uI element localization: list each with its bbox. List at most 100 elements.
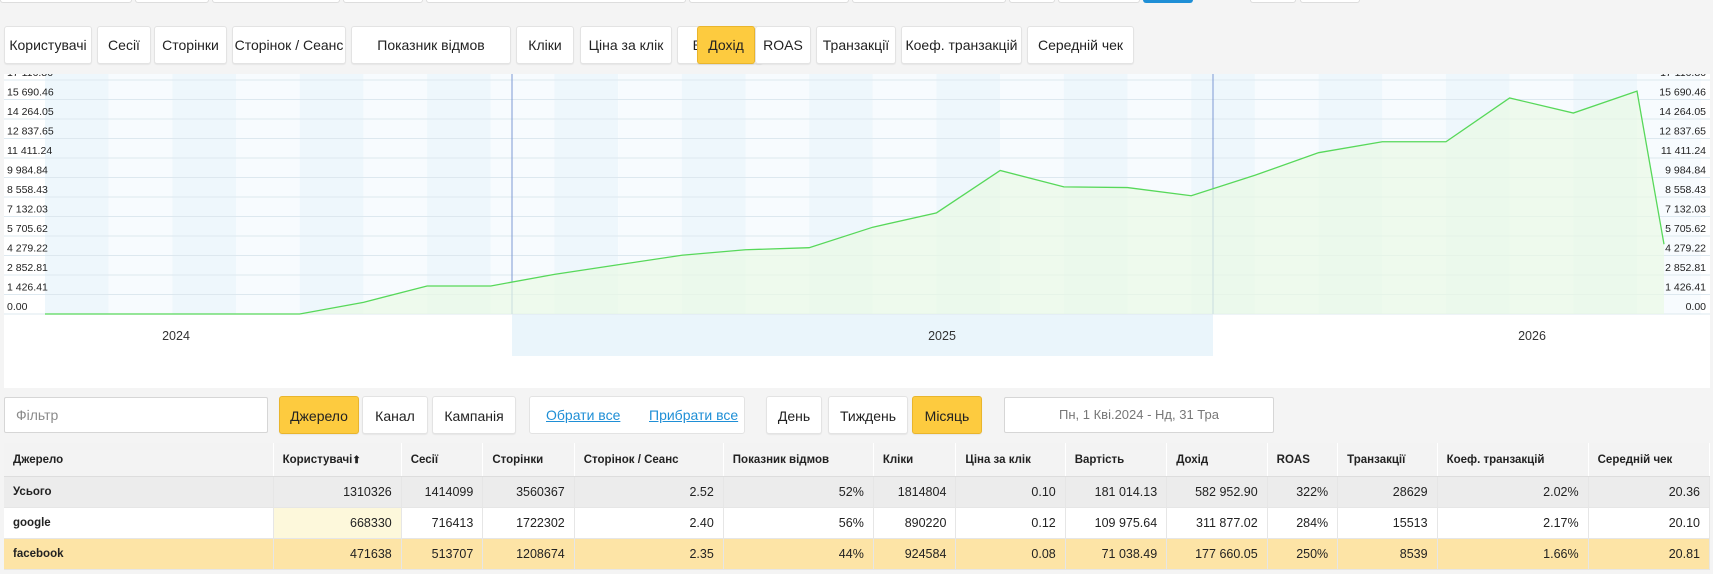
- data-table: Джерело Користувачі⬆ Сесії Сторінки Сторінок…: [4, 443, 1711, 570]
- column-header-показник-відмов[interactable]: Показник відмов: [723, 443, 874, 477]
- total-row[interactable]: Усього 1310326 1414099 3560367 2.52 52% 181480…: [4, 476, 1711, 508]
- column-header-label: Коеф. транзакцій: [1446, 453, 1545, 466]
- cell-коеф-транзакцій: 1.66%: [1437, 538, 1589, 570]
- column-header-кліки[interactable]: Кліки: [873, 443, 957, 477]
- y-tick-label-right: 4 279.22: [1665, 243, 1706, 255]
- sort-ascending-icon[interactable]: ⬆: [352, 454, 361, 466]
- tab-roas[interactable]: ROAS: [755, 26, 811, 64]
- y-tick-label-left: 17 116.86: [7, 74, 53, 79]
- period-button-день[interactable]: День: [766, 396, 822, 434]
- column-header-label: Транзакції: [1347, 453, 1406, 466]
- month-band: [490, 74, 555, 314]
- date-range-picker[interactable]: Пн, 1 Кві.2024 - Нд, 31 Тра: [1004, 397, 1274, 433]
- column-header-сторінки[interactable]: Сторінки: [482, 443, 575, 477]
- y-tick-label-right: 5 705.62: [1665, 223, 1706, 235]
- year-band-2025: [512, 314, 1213, 356]
- cell-показник-відмов: 44%: [723, 538, 874, 570]
- cell-сторінки: 1722302: [482, 507, 575, 539]
- tab-показник-відмов[interactable]: Показник відмов: [351, 26, 511, 64]
- y-tick-label-right: 12 837.65: [1659, 126, 1706, 138]
- selection-links: Обрати все Прибрати все: [529, 396, 745, 434]
- cell-сторінок-сеанс: 2.40: [574, 507, 724, 539]
- column-header-label: Середній чек: [1597, 453, 1673, 466]
- tab-сторінок-сеанс[interactable]: Сторінок / Сеанс: [232, 26, 346, 64]
- top-scroll-strip: [0, 0, 1713, 4]
- cell-середній-чек: 20.81: [1588, 538, 1711, 570]
- column-header-користувачі[interactable]: Користувачі⬆: [273, 443, 402, 477]
- y-tick-label-left: 9 984.84: [7, 165, 48, 177]
- y-tick-label-left: 5 705.62: [7, 223, 48, 235]
- cell-сторінки: 3560367: [482, 476, 575, 508]
- period-button-тиждень[interactable]: Тиждень: [828, 396, 908, 434]
- tab-дохід[interactable]: Дохід: [697, 26, 755, 64]
- y-tick-label-left: 11 411.24: [7, 145, 52, 157]
- tab-коеф-транзакцій[interactable]: Коеф. транзакцій: [901, 26, 1022, 64]
- cell-roas: 322%: [1267, 476, 1339, 508]
- y-tick-label-left: 4 279.22: [7, 243, 48, 255]
- y-tick-label-right: 1 426.41: [1665, 282, 1706, 294]
- cell-сторінки: 1208674: [482, 538, 575, 570]
- y-tick-label-right: 17 116.86: [1660, 74, 1706, 79]
- month-band: [427, 74, 491, 314]
- y-tick-label-right: 8 558.43: [1665, 184, 1706, 196]
- month-band: [45, 74, 109, 314]
- y-tick-label-left: 8 558.43: [7, 184, 48, 196]
- cell-дохід: 582 952.90: [1166, 476, 1268, 508]
- y-tick-label-left: 15 690.46: [7, 87, 54, 99]
- y-tick-label-left: 1 426.41: [7, 282, 48, 294]
- column-header-label: Джерело: [13, 453, 64, 466]
- period-button-місяць[interactable]: Місяць: [912, 396, 982, 434]
- group-button-канал[interactable]: Канал: [362, 396, 428, 434]
- column-header-сесії[interactable]: Сесії: [401, 443, 484, 477]
- table-row[interactable]: google 668330 716413 1722302 2.40 56% 890220 0.…: [4, 507, 1711, 539]
- cell-ціна-за-клік: 0.10: [955, 476, 1066, 508]
- column-header-середній-чек[interactable]: Середній чек: [1588, 443, 1711, 477]
- select-all-link[interactable]: Обрати все: [546, 407, 621, 423]
- tab-середній-чек[interactable]: Середній чек: [1027, 26, 1134, 64]
- column-header-label: Ціна за клік: [965, 453, 1031, 466]
- month-band: [299, 74, 364, 314]
- tab-сторінки[interactable]: Сторінки: [154, 26, 227, 64]
- year-label: 2026: [1518, 329, 1546, 343]
- y-tick-label-right: 14 264.05: [1659, 106, 1706, 118]
- column-header-сторінок-сеанс[interactable]: Сторінок / Сеанс: [574, 443, 724, 477]
- filter-input[interactable]: [4, 397, 268, 433]
- column-header-label: Сесії: [410, 453, 439, 466]
- cell-користувачі: 471638: [273, 538, 402, 570]
- tab-транзакції[interactable]: Транзакції: [816, 26, 896, 64]
- table-row[interactable]: facebook 471638 513707 1208674 2.35 44% 924584…: [4, 538, 1711, 570]
- cell-кліки: 890220: [873, 507, 957, 539]
- column-header-roas[interactable]: ROAS: [1267, 443, 1339, 477]
- column-header-ціна-за-клік[interactable]: Ціна за клік: [955, 443, 1066, 477]
- month-band: [236, 74, 300, 314]
- cell-сторінок-сеанс: 2.35: [574, 538, 724, 570]
- cell-дохід: 177 660.05: [1166, 538, 1268, 570]
- cell-транзакції: 8539: [1337, 538, 1438, 570]
- cell-вартість: 71 038.49: [1065, 538, 1168, 570]
- group-button-джерело[interactable]: Джерело: [279, 396, 359, 434]
- cell-вартість: 181 014.13: [1065, 476, 1168, 508]
- column-header-дохід[interactable]: Дохід: [1166, 443, 1268, 477]
- cell-транзакції: 28629: [1337, 476, 1438, 508]
- tab-користувачі[interactable]: Користувачі: [4, 26, 92, 64]
- column-header-джерело[interactable]: Джерело: [4, 443, 274, 477]
- y-tick-label-left: 7 132.03: [7, 204, 48, 216]
- remove-all-link[interactable]: Прибрати все: [649, 407, 739, 423]
- tab-сесії[interactable]: Сесії: [97, 26, 151, 64]
- y-tick-label-left: 12 837.65: [7, 126, 54, 138]
- column-header-label: Кліки: [882, 453, 914, 466]
- cell-користувачі: 1310326: [273, 476, 402, 508]
- tab-кліки[interactable]: Кліки: [516, 26, 574, 64]
- column-header-вартість[interactable]: Вартість: [1065, 443, 1168, 477]
- cell-кліки: 1814804: [873, 476, 957, 508]
- column-header-коеф-транзакцій[interactable]: Коеф. транзакцій: [1437, 443, 1589, 477]
- y-tick-label-left: 2 852.81: [7, 262, 48, 274]
- cell-джерело: facebook: [4, 538, 274, 570]
- cell-дохід: 311 877.02: [1166, 507, 1268, 539]
- column-header-транзакції[interactable]: Транзакції: [1337, 443, 1438, 477]
- tab-ціна-за-клік[interactable]: Ціна за клік: [580, 26, 672, 64]
- group-button-кампанія[interactable]: Кампанія: [432, 396, 516, 434]
- y-tick-label-right: 9 984.84: [1665, 165, 1706, 177]
- column-header-label: Сторінки: [492, 453, 544, 466]
- cell-показник-відмов: 52%: [723, 476, 874, 508]
